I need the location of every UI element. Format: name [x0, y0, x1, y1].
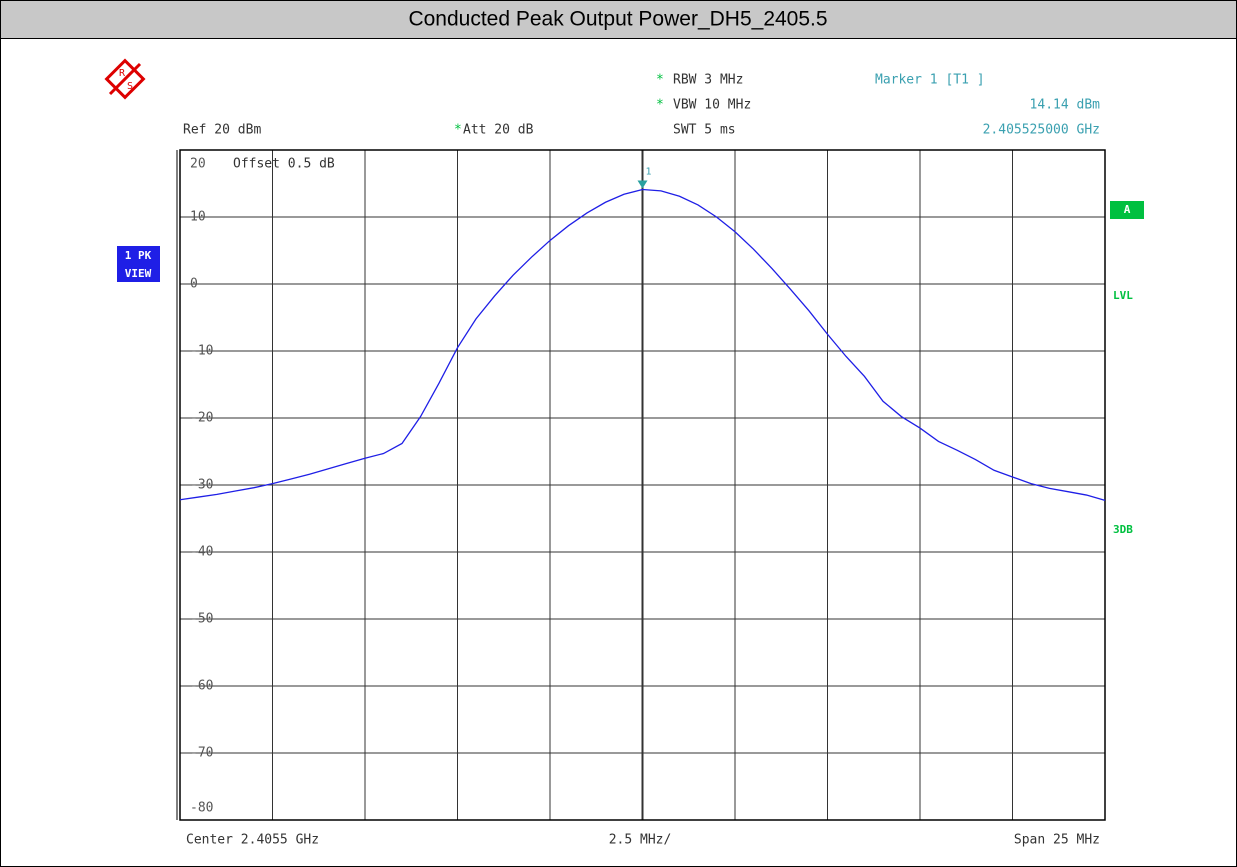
- 3db-label: 3DB: [1113, 523, 1133, 536]
- y-tick-label: -60: [190, 679, 213, 694]
- logo-s: S: [127, 81, 133, 92]
- marker-name: Marker 1 [T1 ]: [875, 73, 985, 88]
- y-tick-label: -40: [190, 545, 213, 560]
- offset: Offset 0.5 dB: [233, 157, 335, 172]
- vbw-flag: *: [656, 98, 664, 113]
- y-tick-label: -70: [190, 746, 213, 761]
- y-tick-label: -80: [190, 801, 213, 816]
- logo-r: R: [119, 68, 126, 79]
- title-bar: [0, 0, 1237, 39]
- y-tick-label: -10: [190, 344, 213, 359]
- trace-badge: [117, 246, 160, 282]
- plot-border: [179, 149, 1106, 821]
- trace: [179, 188, 1106, 502]
- span: Span 25 MHz: [1014, 833, 1100, 848]
- attenuation: Att 20 dB: [463, 123, 534, 138]
- marker-symbol: [637, 180, 648, 189]
- y-tick-label: -50: [190, 612, 213, 627]
- y-tick-label: 20: [190, 157, 206, 172]
- chart-title: Conducted Peak Output Power_DH5_2405.5: [408, 8, 827, 31]
- a-badge: [1110, 201, 1144, 219]
- att-flag: *: [454, 123, 462, 138]
- y-tick-label: 10: [190, 210, 206, 225]
- vbw: VBW 10 MHz: [673, 98, 751, 113]
- lvl-label: LVL: [1113, 289, 1133, 302]
- rbw: RBW 3 MHz: [673, 73, 743, 88]
- logo: R S: [104, 58, 146, 100]
- center-frequency: Center 2.4055 GHz: [186, 833, 319, 848]
- rbw-flag: *: [656, 73, 664, 88]
- division: 2.5 MHz/: [609, 833, 672, 848]
- a-label: A: [1124, 203, 1131, 216]
- trace-badge-1: 1 PK: [125, 249, 152, 262]
- y-tick-label: -20: [190, 411, 213, 426]
- ref-level: Ref 20 dBm: [183, 123, 261, 138]
- y-tick-label: -30: [190, 478, 213, 493]
- marker-label: 1: [646, 167, 652, 178]
- sweep-time: SWT 5 ms: [673, 123, 736, 138]
- marker-level: 14.14 dBm: [1030, 98, 1101, 113]
- marker-frequency: 2.405525000 GHz: [983, 123, 1100, 138]
- trace-badge-2: VIEW: [125, 267, 152, 280]
- y-tick-label: 0: [190, 277, 198, 292]
